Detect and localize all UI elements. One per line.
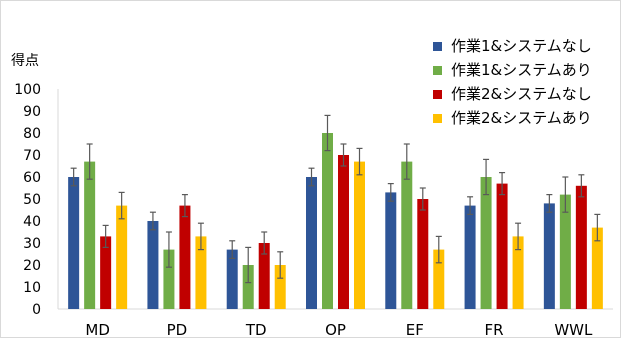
bar xyxy=(575,185,587,309)
bar xyxy=(417,199,429,309)
legend-label: 作業2&システムあり xyxy=(451,109,592,127)
bar xyxy=(464,205,476,309)
y-axis-ticks: 0 10 20 30 40 50 60 70 80 90 100 xyxy=(14,82,41,318)
y-tick-label: 20 xyxy=(23,258,41,274)
x-tick-label: WWL xyxy=(554,321,593,339)
y-tick-label: 80 xyxy=(23,126,41,142)
x-axis-tick-labels: MD PD TD OP EF FR WWL xyxy=(85,321,593,339)
x-tick-label: PD xyxy=(167,321,188,339)
legend-label: 作業2&システムなし xyxy=(451,85,592,103)
y-tick-label: 60 xyxy=(23,170,41,186)
legend-label: 作業1&システムあり xyxy=(451,61,592,79)
y-tick-label: 40 xyxy=(23,214,41,230)
x-tick-label: MD xyxy=(85,321,110,339)
y-tick-label: 70 xyxy=(23,148,41,164)
bar xyxy=(512,236,524,309)
bar xyxy=(306,177,317,309)
legend-label: 作業1&システムなし xyxy=(451,37,592,55)
bar xyxy=(195,236,207,309)
y-tick-label: 10 xyxy=(23,280,41,296)
bar xyxy=(496,183,508,309)
bar xyxy=(258,243,270,309)
bar xyxy=(68,177,80,309)
bar xyxy=(147,221,159,309)
legend-swatch xyxy=(433,42,442,51)
bar xyxy=(591,227,603,309)
bar xyxy=(338,155,349,309)
bar xyxy=(179,205,191,309)
x-tick-label: TD xyxy=(245,321,267,339)
bar xyxy=(354,161,365,309)
legend-swatch xyxy=(433,66,442,75)
bar xyxy=(226,249,238,309)
bar xyxy=(433,249,445,309)
bar xyxy=(322,133,333,309)
bar xyxy=(480,177,492,309)
y-axis-title: 得点 xyxy=(11,52,39,69)
x-tick-label: FR xyxy=(485,321,504,339)
error-bars xyxy=(70,114,601,284)
y-tick-label: 100 xyxy=(14,82,41,98)
bar xyxy=(274,265,286,309)
bar xyxy=(84,161,96,309)
legend-swatch xyxy=(433,114,442,123)
bars xyxy=(68,133,603,309)
bar xyxy=(401,161,413,309)
y-tick-label: 90 xyxy=(23,104,41,120)
bar xyxy=(242,265,254,309)
y-tick-label: 30 xyxy=(23,236,41,252)
legend-swatch xyxy=(433,90,442,99)
y-tick-label: 50 xyxy=(23,192,41,208)
bar xyxy=(116,205,128,309)
bar xyxy=(163,249,175,309)
y-tick-label: 0 xyxy=(32,302,41,318)
bar xyxy=(385,192,397,309)
bar xyxy=(100,236,112,309)
x-tick-label: EF xyxy=(406,321,424,339)
bar xyxy=(559,194,571,309)
bar xyxy=(543,203,555,309)
x-tick-label: OP xyxy=(325,321,346,339)
